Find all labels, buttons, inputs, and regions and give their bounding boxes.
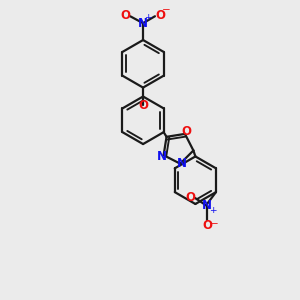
Text: O: O [202,219,212,232]
Text: −: − [210,219,218,229]
Text: O: O [138,99,148,112]
Text: O: O [185,190,195,204]
Text: −: − [161,5,170,15]
Text: O: O [120,9,130,22]
Text: N: N [157,150,166,163]
Text: +: + [144,13,152,22]
Text: O: O [181,125,191,138]
Text: +: + [209,206,217,215]
Text: N: N [202,200,212,212]
Text: O: O [155,9,165,22]
Text: N: N [177,157,187,170]
Text: N: N [138,17,148,30]
